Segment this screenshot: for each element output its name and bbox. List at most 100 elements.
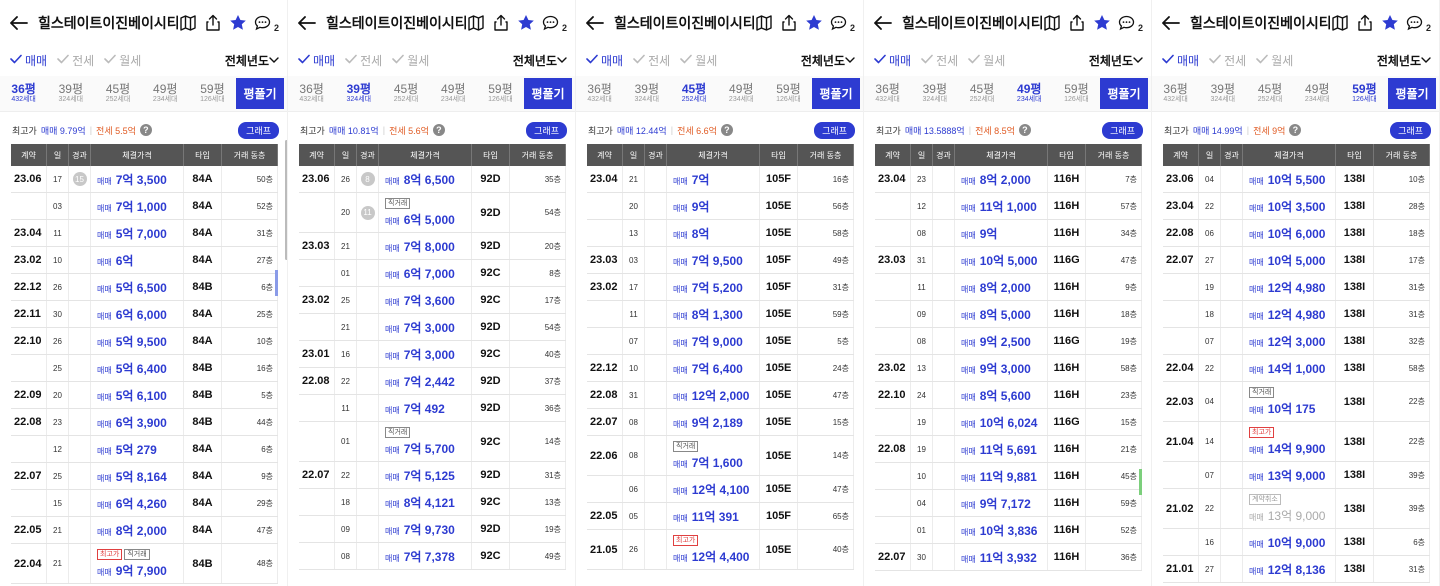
filter-option[interactable]: 전세	[57, 52, 94, 69]
table-row[interactable]: 16 매매 10억 9,000 138I 6층	[1163, 529, 1430, 556]
table-row[interactable]: 22.08 31 매매 12억 2,000 105E 47층	[587, 382, 854, 409]
back-arrow-icon[interactable]	[1162, 12, 1184, 34]
comment-button[interactable]: 2	[253, 13, 279, 33]
table-row[interactable]: 23.04 22 매매 10억 3,500 138I 28층	[1163, 193, 1430, 220]
filter-option[interactable]: 매매	[874, 52, 911, 69]
share-icon[interactable]	[491, 13, 511, 33]
year-dropdown[interactable]: 전체년도	[1089, 52, 1143, 69]
pyeong-tab[interactable]: 39평 324세대	[623, 76, 670, 111]
table-row[interactable]: 15 매매 6억 4,260 84A 29층	[11, 490, 278, 517]
back-arrow-icon[interactable]	[874, 12, 896, 34]
table-row[interactable]: 07 매매 7억 9,000 105E 5층	[587, 328, 854, 355]
table-row[interactable]: 23.03 31 매매 10억 5,000 116G 47층	[875, 247, 1142, 274]
comment-button[interactable]: 2	[829, 13, 855, 33]
filter-option[interactable]: 월세	[680, 52, 717, 69]
back-arrow-icon[interactable]	[10, 12, 32, 34]
table-row[interactable]: 21 매매 7억 3,000 92D 54층	[299, 314, 566, 341]
comment-button[interactable]: 2	[541, 13, 567, 33]
star-icon[interactable]	[1380, 13, 1400, 33]
year-dropdown[interactable]: 전체년도	[1377, 52, 1431, 69]
graph-button[interactable]: 그래프	[238, 121, 279, 139]
table-row[interactable]: 22.08 19 매매 11억 5,691 116H 21층	[875, 436, 1142, 463]
star-icon[interactable]	[804, 13, 824, 33]
map-icon[interactable]	[1042, 13, 1062, 33]
pyeong-tab[interactable]: 49평 234세대	[430, 76, 477, 111]
share-icon[interactable]	[1355, 13, 1375, 33]
table-row[interactable]: 22.05 05 매매 11억 391 105F 65층	[587, 503, 854, 530]
table-row[interactable]: 09 매매 7억 9,730 92D 19층	[299, 516, 566, 543]
table-row[interactable]: 22.08 22 매매 7억 2,442 92D 37층	[299, 368, 566, 395]
help-icon[interactable]: ?	[1289, 124, 1302, 136]
pyeong-tab[interactable]: 49평 234세대	[1006, 76, 1053, 111]
table-row[interactable]: 22.09 20 매매 5억 6,100 84B 5층	[11, 382, 278, 409]
pyeong-tab[interactable]: 49평 234세대	[1294, 76, 1341, 111]
expand-pyeong-button[interactable]: 평풀기	[236, 78, 285, 109]
table-row[interactable]: 23.06 26 8 매매 8억 6,500 92D 35층	[299, 166, 566, 193]
share-icon[interactable]	[203, 13, 223, 33]
table-row[interactable]: 20 11 직거래 매매 6억 5,000 92D 54층	[299, 193, 566, 233]
pyeong-tab[interactable]: 45평 252세대	[1246, 76, 1293, 111]
table-row[interactable]: 22.04 21 최고가 직거래 매매 9억 7,900 84B 48층	[11, 544, 278, 584]
filter-option[interactable]: 월세	[104, 52, 141, 69]
graph-button[interactable]: 그래프	[526, 121, 567, 139]
table-row[interactable]: 07 매매 12억 3,000 138I 32층	[1163, 328, 1430, 355]
table-row[interactable]: 22.07 27 매매 10억 5,000 138I 17층	[1163, 247, 1430, 274]
map-icon[interactable]	[754, 13, 774, 33]
table-row[interactable]: 21.05 26 최고가 매매 12억 4,400 105E 40층	[587, 530, 854, 570]
table-row[interactable]: 08 매매 7억 7,378 92C 49층	[299, 543, 566, 570]
table-row[interactable]: 08 매매 9억 116H 34층	[875, 220, 1142, 247]
year-dropdown[interactable]: 전체년도	[225, 52, 279, 69]
pyeong-tab[interactable]: 59평 126세대	[189, 76, 236, 111]
table-row[interactable]: 01 매매 6억 7,000 92C 8층	[299, 260, 566, 287]
table-row[interactable]: 11 매매 7억 492 92D 36층	[299, 395, 566, 422]
filter-option[interactable]: 매매	[1162, 52, 1199, 69]
table-row[interactable]: 23.06 17 15 매매 7억 3,500 84A 50층	[11, 166, 278, 193]
back-arrow-icon[interactable]	[298, 12, 320, 34]
table-row[interactable]: 22.07 22 매매 7억 5,125 92D 31층	[299, 462, 566, 489]
pyeong-tab[interactable]: 59평 126세대	[1053, 76, 1100, 111]
comment-button[interactable]: 2	[1405, 13, 1431, 33]
map-icon[interactable]	[466, 13, 486, 33]
filter-option[interactable]: 월세	[1256, 52, 1293, 69]
pyeong-tab[interactable]: 45평 252세대	[958, 76, 1005, 111]
star-icon[interactable]	[516, 13, 536, 33]
pyeong-tab[interactable]: 59평 126세대	[765, 76, 812, 111]
table-row[interactable]: 18 매매 12억 4,980 138I 31층	[1163, 301, 1430, 328]
help-icon[interactable]: ?	[720, 124, 733, 136]
pyeong-tab[interactable]: 39평 324세대	[1199, 76, 1246, 111]
table-row[interactable]: 22.07 30 매매 11억 3,932 116H 36층	[875, 544, 1142, 571]
comment-button[interactable]: 2	[1117, 13, 1143, 33]
table-row[interactable]: 22.12 26 매매 5억 6,500 84B 6층	[11, 274, 278, 301]
table-row[interactable]: 20 매매 9억 105E 56층	[587, 193, 854, 220]
table-row[interactable]: 25 매매 5억 6,400 84B 16층	[11, 355, 278, 382]
pyeong-tab[interactable]: 45평 252세대	[94, 76, 141, 111]
table-row[interactable]: 23.02 10 매매 6억 84A 27층	[11, 247, 278, 274]
table-row[interactable]: 23.02 13 매매 9억 3,000 116H 58층	[875, 355, 1142, 382]
table-row[interactable]: 11 매매 8억 1,300 105E 59층	[587, 301, 854, 328]
filter-option[interactable]: 전세	[633, 52, 670, 69]
table-row[interactable]: 22.11 30 매매 6억 6,000 84A 25층	[11, 301, 278, 328]
table-row[interactable]: 22.05 21 매매 8억 2,000 84A 47층	[11, 517, 278, 544]
pyeong-tab[interactable]: 45평 252세대	[670, 76, 717, 111]
graph-button[interactable]: 그래프	[1390, 121, 1431, 139]
table-row[interactable]: 22.04 22 매매 14억 1,000 138I 58층	[1163, 355, 1430, 382]
pyeong-tab[interactable]: 36평 432세대	[1152, 76, 1199, 111]
table-row[interactable]: 22.06 08 직거래 매매 7억 1,600 105E 14층	[587, 436, 854, 476]
filter-option[interactable]: 전세	[921, 52, 958, 69]
table-row[interactable]: 11 매매 8억 2,000 116H 9층	[875, 274, 1142, 301]
star-icon[interactable]	[1092, 13, 1112, 33]
table-row[interactable]: 22.03 04 직거래 매매 10억 175 138I 22층	[1163, 382, 1430, 422]
table-row[interactable]: 18 매매 8억 4,121 92C 13층	[299, 489, 566, 516]
table-row[interactable]: 22.12 10 매매 7억 6,400 105E 24층	[587, 355, 854, 382]
filter-option[interactable]: 매매	[298, 52, 335, 69]
help-icon[interactable]: ?	[432, 124, 445, 136]
table-row[interactable]: 22.07 25 매매 5억 8,164 84A 9층	[11, 463, 278, 490]
table-row[interactable]: 23.01 16 매매 7억 3,000 92C 40층	[299, 341, 566, 368]
table-row[interactable]: 23.06 04 매매 10억 5,500 138I 10층	[1163, 166, 1430, 193]
pyeong-tab[interactable]: 36평 432세대	[576, 76, 623, 111]
pyeong-tab[interactable]: 39평 324세대	[911, 76, 958, 111]
pyeong-tab[interactable]: 59평 126세대	[477, 76, 524, 111]
table-row[interactable]: 10 매매 11억 9,881 116H 45층	[875, 463, 1142, 490]
table-row[interactable]: 07 매매 13억 9,000 138I 39층	[1163, 462, 1430, 489]
table-row[interactable]: 13 매매 8억 105E 58층	[587, 220, 854, 247]
